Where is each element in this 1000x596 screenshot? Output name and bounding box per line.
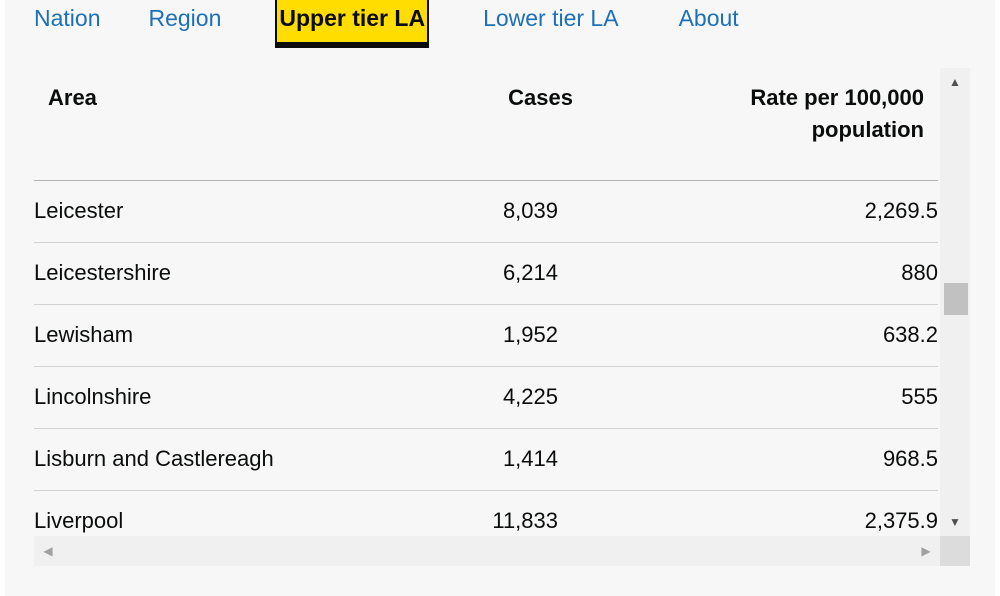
cell-rate: 968.5 — [882, 446, 938, 471]
table-row: Leicestershire 6,214 880 — [34, 243, 938, 305]
vertical-scroll-thumb[interactable] — [944, 283, 968, 315]
cell-rate: 2,375.9 — [864, 508, 938, 533]
table-row: Leicester 8,039 2,269.5 — [34, 181, 938, 243]
cases-table: Area Cases Rate per 100,000 population L… — [34, 68, 938, 536]
header-area[interactable]: Area — [48, 85, 97, 110]
cell-area: Leicester — [34, 198, 124, 223]
cell-cases: 4,225 — [502, 384, 558, 409]
cell-area: Lincolnshire — [34, 384, 152, 409]
area-type-tabs: Nation Region Upper tier LA Lower tier L… — [34, 0, 739, 48]
table-header: Area Cases Rate per 100,000 population — [34, 68, 938, 181]
header-rate-line2: population — [811, 117, 924, 142]
cell-rate: 555 — [901, 384, 938, 409]
cases-table-container: Area Cases Rate per 100,000 population L… — [34, 68, 970, 568]
horizontal-scrollbar[interactable]: ◀ ▶ — [34, 536, 940, 566]
tab-nation[interactable]: Nation — [34, 5, 101, 31]
table-row: Liverpool 11,833 2,375.9 — [34, 491, 938, 536]
tab-lower-tier-la[interactable]: Lower tier LA — [483, 5, 619, 31]
scrollbar-corner — [940, 536, 970, 566]
cell-area: Lisburn and Castlereagh — [34, 446, 274, 471]
cell-area: Leicestershire — [34, 260, 171, 285]
cell-cases: 1,414 — [502, 446, 558, 471]
table-row: Lewisham 1,952 638.2 — [34, 305, 938, 367]
triangle-up-icon[interactable]: ▲ — [949, 75, 961, 89]
vertical-scrollbar[interactable]: ▲ ▼ — [940, 68, 970, 536]
triangle-left-icon[interactable]: ◀ — [43, 544, 53, 558]
tab-about[interactable]: About — [678, 5, 739, 31]
cell-area: Liverpool — [34, 508, 124, 533]
cell-cases: 11,833 — [492, 508, 558, 533]
header-cases[interactable]: Cases — [508, 85, 573, 110]
cell-cases: 1,952 — [502, 322, 558, 347]
cell-cases: 8,039 — [502, 198, 558, 223]
cell-rate: 2,269.5 — [864, 198, 938, 223]
header-rate[interactable]: Rate per 100,000 population — [704, 82, 924, 146]
content-panel — [5, 0, 995, 596]
cell-area: Lewisham — [34, 322, 134, 347]
table-row: Lisburn and Castlereagh 1,414 968.5 — [34, 429, 938, 491]
header-rate-line1: Rate per 100,000 — [750, 85, 924, 110]
table-body: Leicester 8,039 2,269.5 Leicestershire 6… — [34, 181, 938, 536]
cell-rate: 880 — [901, 260, 938, 285]
table-row: Lincolnshire 4,225 555 — [34, 367, 938, 429]
triangle-right-icon[interactable]: ▶ — [921, 544, 931, 558]
tab-region[interactable]: Region — [148, 5, 222, 31]
triangle-down-icon[interactable]: ▼ — [949, 515, 961, 529]
cell-cases: 6,214 — [502, 260, 558, 285]
cell-rate: 638.2 — [882, 322, 938, 347]
tab-upper-tier-la[interactable]: Upper tier LA — [275, 0, 430, 48]
